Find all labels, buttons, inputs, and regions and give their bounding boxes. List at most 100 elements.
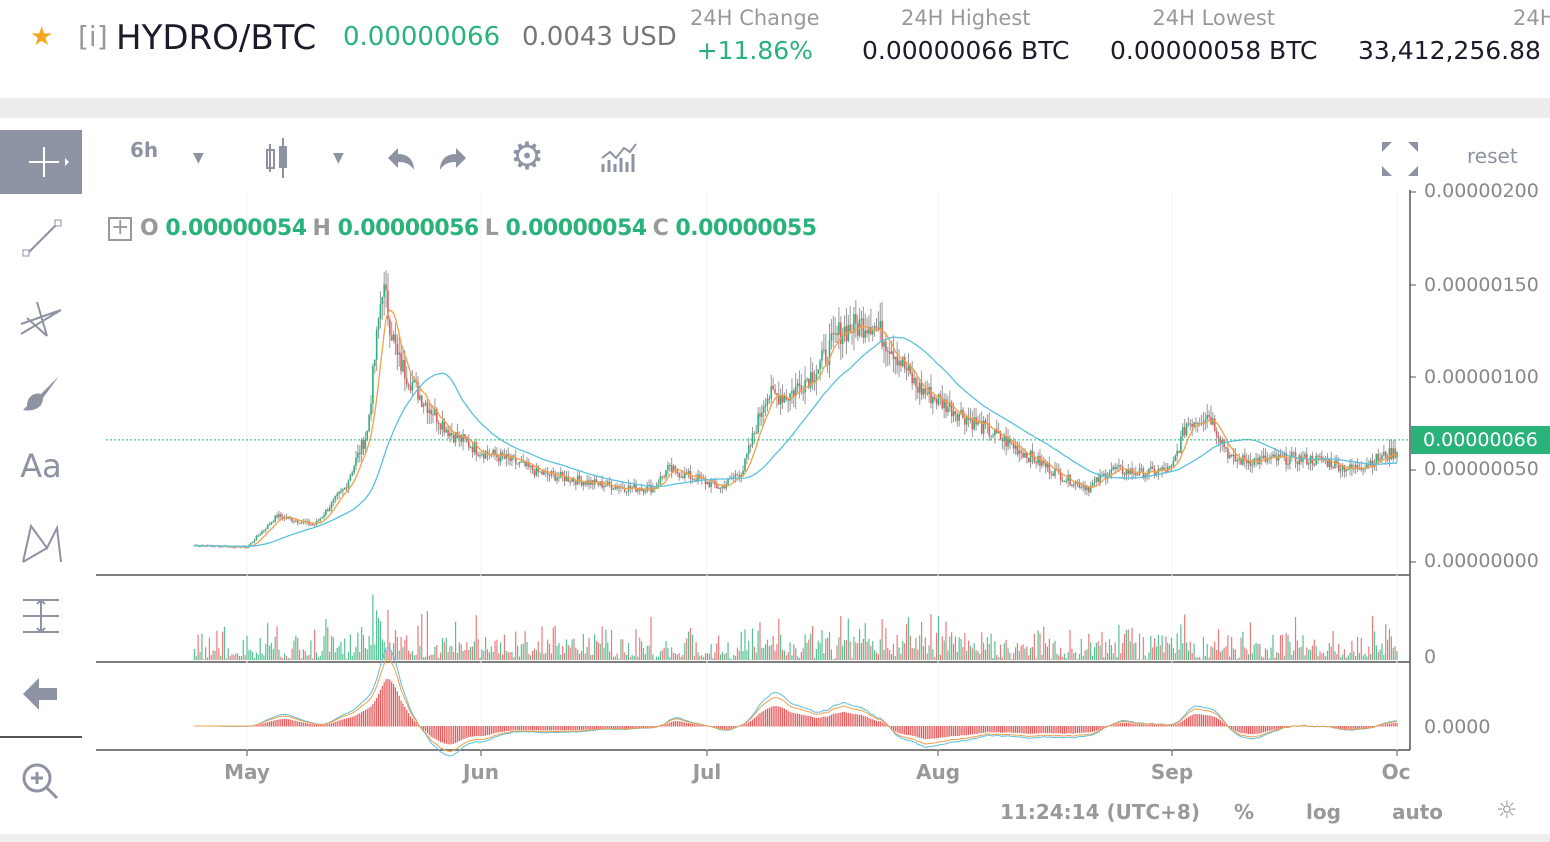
macd-histogram-bar — [680, 721, 682, 727]
volume-bar — [492, 652, 494, 660]
candle-type-icon[interactable] — [264, 138, 294, 178]
ma-fast-line — [194, 309, 1398, 548]
candle — [990, 435, 992, 437]
candle — [706, 481, 709, 484]
candle — [1003, 436, 1006, 442]
volume-bar — [193, 648, 195, 660]
volume-bar — [272, 648, 274, 660]
macd-histogram-bar — [904, 726, 906, 735]
chart-type-dropdown-icon[interactable]: ▼ — [333, 150, 344, 166]
crosshair-tool[interactable] — [0, 130, 82, 194]
percent-toggle[interactable]: % — [1234, 800, 1255, 824]
undo-icon[interactable] — [386, 146, 416, 172]
volume-bar — [206, 657, 209, 660]
volume-bar — [545, 652, 547, 660]
candle — [556, 477, 558, 481]
volume-bar — [958, 637, 960, 660]
macd-histogram-bar — [1131, 723, 1133, 727]
volume-bar — [1016, 643, 1019, 660]
volume-bar — [1373, 631, 1376, 660]
volume-bar — [1178, 649, 1180, 660]
candle — [1262, 455, 1265, 458]
drawing-toolbar: Aa — [0, 130, 82, 842]
volume-bar — [851, 658, 853, 660]
favorite-star-icon[interactable]: ★ — [30, 22, 54, 52]
axis-settings-icon[interactable]: ☼ — [1496, 796, 1518, 824]
volume-bar — [1244, 647, 1246, 660]
macd-histogram-bar — [383, 682, 385, 727]
macd-histogram-bar — [943, 726, 945, 738]
macd-histogram-bar — [678, 721, 680, 727]
legend-expand-icon[interactable]: + — [108, 217, 132, 241]
candle — [1044, 463, 1047, 468]
candle — [325, 509, 327, 515]
volume-bar — [654, 659, 656, 660]
candle — [798, 383, 801, 386]
volume-bar — [746, 650, 748, 660]
macd-histogram-bar — [302, 722, 304, 727]
volume-bar — [669, 657, 671, 660]
macd-histogram-bar — [1388, 723, 1391, 727]
back-tool[interactable] — [0, 664, 82, 724]
volume-bar — [355, 647, 357, 660]
candle — [462, 434, 464, 442]
auto-toggle[interactable]: auto — [1392, 800, 1444, 824]
volume-bar — [973, 643, 975, 660]
macd-histogram-bar — [845, 712, 848, 727]
macd-histogram-bar — [436, 726, 438, 740]
volume-bar — [481, 649, 483, 660]
candle — [903, 357, 906, 369]
volume-bar — [571, 639, 573, 660]
volume-bar — [605, 629, 607, 660]
redo-icon[interactable] — [438, 146, 468, 172]
pattern-tool[interactable] — [0, 512, 82, 572]
log-toggle[interactable]: log — [1306, 800, 1341, 824]
volume-bar — [1195, 657, 1197, 660]
volume-bar — [563, 653, 566, 660]
macd-histogram-bar — [740, 725, 742, 727]
macd-histogram-bar — [1242, 726, 1244, 734]
volume-bar — [537, 641, 539, 660]
macd-histogram-bar — [1197, 714, 1199, 727]
candle — [340, 490, 342, 493]
volume-bar — [451, 645, 453, 660]
brush-tool[interactable] — [0, 362, 82, 422]
volume-bar — [684, 642, 686, 660]
macd-histogram-bar — [716, 726, 718, 729]
reset-button[interactable]: reset — [1467, 144, 1518, 168]
volume-bar — [716, 643, 718, 660]
macd-histogram-bar — [691, 723, 693, 727]
interval-dropdown-icon[interactable]: ▼ — [193, 150, 204, 166]
macd-histogram-bar — [458, 726, 460, 742]
volume-bar — [781, 649, 784, 660]
macd-histogram-bar — [421, 726, 423, 729]
zoom-in-tool[interactable] — [0, 752, 82, 812]
volume-bar — [477, 639, 479, 660]
candle — [723, 485, 726, 489]
volume-bar — [573, 638, 575, 660]
volume-bar — [293, 640, 295, 660]
settings-gear-icon[interactable]: ⚙ — [510, 134, 545, 178]
candle — [379, 303, 382, 319]
measure-tool[interactable] — [0, 586, 82, 646]
volume-bar — [1379, 649, 1381, 660]
macd-histogram-bar — [652, 726, 654, 728]
indicators-icon[interactable] — [600, 142, 638, 176]
fullscreen-icon[interactable] — [1380, 140, 1420, 178]
text-tool[interactable]: Aa — [20, 447, 62, 485]
volume-bar — [766, 639, 769, 660]
macd-histogram-bar — [528, 726, 530, 731]
interval-select[interactable]: 6h — [130, 138, 159, 162]
macd-histogram-bar — [434, 726, 436, 739]
info-icon[interactable]: [i] — [78, 20, 108, 53]
volume-bar — [364, 648, 366, 660]
macd-histogram-bar — [462, 726, 464, 740]
pitchfork-tool[interactable] — [0, 286, 82, 346]
volume-bar — [218, 648, 220, 660]
macd-histogram-bar — [336, 721, 338, 727]
candle — [855, 314, 857, 324]
volume-bar — [798, 657, 801, 660]
volume-bar — [291, 648, 293, 660]
trend-line-tool[interactable] — [0, 208, 82, 268]
